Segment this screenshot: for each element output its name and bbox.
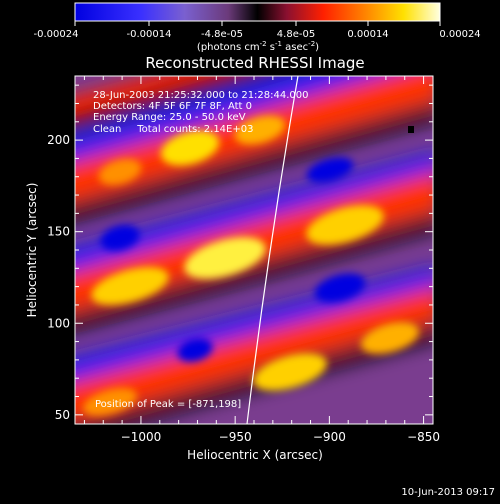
y-axis-label: Heliocentric Y (arcsec) (25, 183, 39, 318)
x-tick-label-3: −850 (407, 430, 440, 444)
image-panel (75, 76, 433, 424)
x-axis: −1000 −950 −900 −850 (83, 76, 440, 444)
colorbar-label-2: -4.8e-05 (201, 29, 243, 40)
colorbar: -0.00024 -0.00014 -4.8e-05 4.8e-05 0.000… (34, 2, 481, 53)
colorbar-label-0: -0.00024 (34, 29, 79, 40)
x-axis-label: Heliocentric X (arcsec) (187, 448, 323, 462)
colorbar-label-1: -0.00014 (127, 29, 172, 40)
y-tick-label-1: 100 (47, 316, 70, 330)
colorbar-label-5: 0.00024 (439, 29, 480, 40)
footer-date: 10-Jun-2013 09:17 (401, 487, 495, 498)
info-energy-range: Energy Range: 25.0 - 50.0 keV (93, 112, 246, 123)
info-time-range: 28-Jun-2003 21:25:32.000 to 21:28:44.000 (93, 90, 309, 101)
y-axis: 50 100 150 200 (47, 84, 433, 422)
info-detectors: Detectors: 4F 5F 6F 7F 8F, Att 0 (93, 101, 252, 112)
colorbar-label-4: 0.00014 (347, 29, 388, 40)
y-tick-label-2: 150 (47, 225, 70, 239)
peak-marker (408, 126, 414, 133)
x-tick-label-0: −1000 (121, 430, 162, 444)
y-tick-label-0: 50 (55, 408, 70, 422)
info-clean-counts: Clean Total counts: 2.14E+03 (93, 124, 253, 135)
plot-title: Reconstructed RHESSI Image (145, 54, 364, 72)
colorbar-units: (photons cm-2 s-1 asec-2) (197, 40, 319, 53)
y-tick-label-3: 200 (47, 133, 70, 147)
solar-limb-line (246, 76, 299, 424)
info-block: 28-Jun-2003 21:25:32.000 to 21:28:44.000… (93, 90, 309, 410)
colorbar-label-3: 4.8e-05 (277, 29, 315, 40)
info-peak-position: Position of Peak = [-871,198] (95, 399, 241, 410)
x-tick-label-1: −950 (219, 430, 252, 444)
x-tick-label-2: −900 (313, 430, 346, 444)
colorbar-strip (74, 2, 441, 22)
